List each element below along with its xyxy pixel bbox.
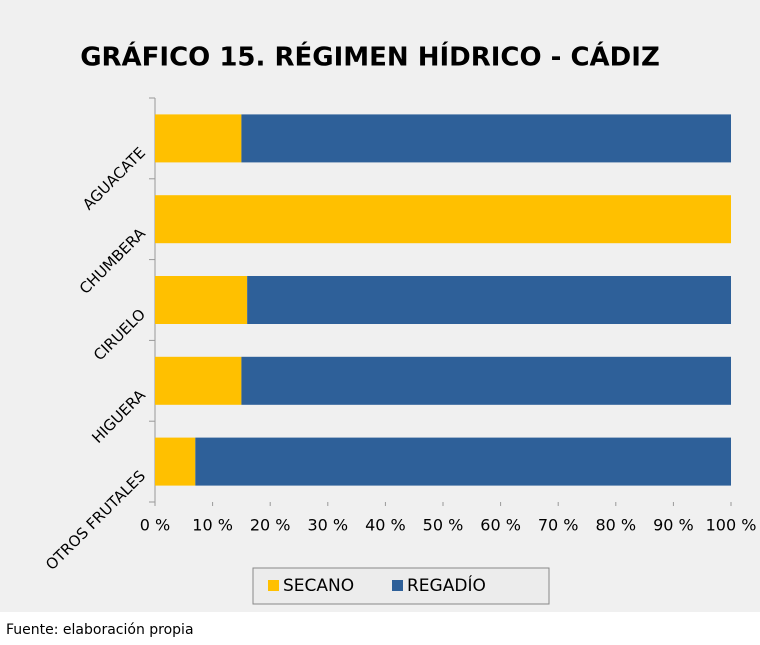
legend-swatch — [392, 580, 403, 591]
legend-swatch — [268, 580, 279, 591]
x-tick-label: 70 % — [538, 516, 579, 535]
x-tick-label: 90 % — [653, 516, 694, 535]
x-tick-label: 40 % — [365, 516, 406, 535]
bar — [155, 195, 731, 244]
chart-title: GRÁFICO 15. RÉGIMEN HÍDRICO - CÁDIZ — [80, 41, 660, 73]
bar — [155, 356, 242, 405]
legend-label: SECANO — [283, 576, 354, 596]
bar — [195, 437, 731, 486]
x-tick-label: 30 % — [307, 516, 348, 535]
x-tick-label: 80 % — [595, 516, 636, 535]
bar — [155, 437, 196, 486]
x-tick-label: 50 % — [423, 516, 464, 535]
x-tick-label: 100 % — [706, 516, 757, 535]
legend-label: REGADÍO — [407, 574, 486, 596]
x-tick-label: 20 % — [250, 516, 291, 535]
bar — [241, 114, 731, 163]
bar — [155, 114, 242, 163]
x-tick-label: 10 % — [192, 516, 233, 535]
bar — [155, 276, 248, 324]
bar — [241, 356, 731, 405]
x-tick-label: 60 % — [480, 516, 521, 535]
footer: Fuente: elaboración propia — [6, 622, 194, 638]
x-tick-label: 0 % — [140, 516, 170, 535]
bar — [247, 276, 731, 324]
